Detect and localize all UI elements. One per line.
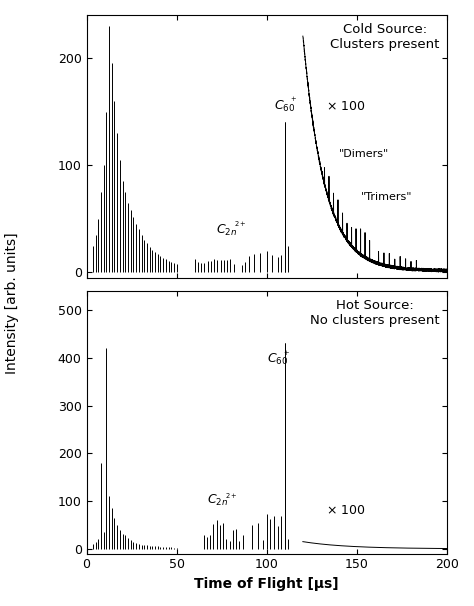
Text: Cold Source:
Clusters present: Cold Source: Clusters present xyxy=(330,23,440,51)
Text: "Dimers": "Dimers" xyxy=(339,150,389,159)
Text: $\mathit{C}_{2n}$: $\mathit{C}_{2n}$ xyxy=(216,223,237,238)
Text: Hot Source:
No clusters present: Hot Source: No clusters present xyxy=(310,299,440,327)
Text: $\mathit{C}_{2n}$: $\mathit{C}_{2n}$ xyxy=(207,493,228,508)
Text: $^{2+}$: $^{2+}$ xyxy=(225,493,238,504)
Text: $\times$ 100: $\times$ 100 xyxy=(326,99,366,113)
Text: $^{+}$: $^{+}$ xyxy=(283,350,290,360)
Text: $\mathit{C}_{60}$: $\mathit{C}_{60}$ xyxy=(267,352,288,367)
Text: "Trimers": "Trimers" xyxy=(361,192,412,202)
X-axis label: Time of Flight [μs]: Time of Flight [μs] xyxy=(194,577,339,591)
Text: $\times$ 100: $\times$ 100 xyxy=(326,504,366,517)
Text: $^{2+}$: $^{2+}$ xyxy=(234,222,247,231)
Text: $^{+}$: $^{+}$ xyxy=(290,96,297,106)
Text: $\mathit{C}_{60}$: $\mathit{C}_{60}$ xyxy=(274,99,295,114)
Text: Intensity [arb. units]: Intensity [arb. units] xyxy=(5,232,19,374)
